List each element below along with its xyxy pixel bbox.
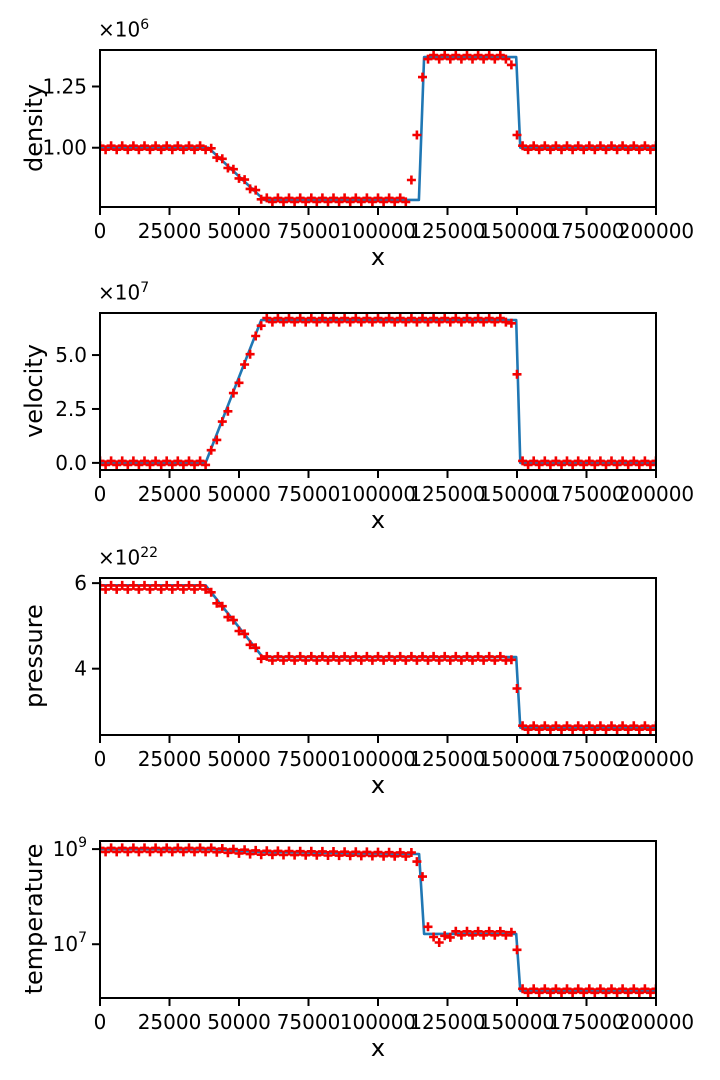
axes-frame	[99, 577, 657, 736]
x-tick-label: 75000	[277, 482, 341, 506]
x-tick-label: 150000	[479, 482, 555, 506]
x-tick-label: 200000	[618, 482, 694, 506]
x-tick-label: 0	[94, 219, 107, 243]
x-tick-label: 150000	[479, 747, 555, 771]
subplot-pressure: 0 25000 50000 75000 100000125000150000175000…	[74, 571, 694, 771]
x-axis-label-2: x	[370, 506, 386, 534]
x-tick-label: 125000	[409, 747, 485, 771]
y-tick-label: 6	[74, 571, 87, 595]
x-tick-label: 100000	[340, 482, 416, 506]
y-tick-label: 5.0	[55, 343, 87, 367]
y-tick-label: 2.5	[55, 397, 87, 421]
x-tick-label: 200000	[618, 219, 694, 243]
x-tick-label: 50000	[207, 1010, 271, 1034]
x-tick-label: 0	[94, 482, 107, 506]
y-axis-label-pressure: pressure	[20, 604, 48, 708]
y-tick-label: 107	[53, 930, 87, 956]
x-axis-label-1: x	[370, 243, 386, 271]
x-tick-label: 125000	[409, 1010, 485, 1034]
x-tick-label: 200000	[618, 1010, 694, 1034]
x-tick-label: 25000	[138, 747, 202, 771]
x-tick-label: 100000	[340, 1010, 416, 1034]
simulation-markers	[100, 843, 656, 998]
x-tick-label: 175000	[548, 747, 624, 771]
exact-solution-line	[100, 55, 656, 202]
y-tick-label: 109	[53, 835, 87, 861]
x-tick-label: 75000	[277, 219, 341, 243]
axis-scale-offset-pressure: ×1022	[98, 545, 158, 570]
simulation-markers	[100, 580, 656, 735]
x-tick-label: 125000	[409, 219, 485, 243]
x-tick-label: 175000	[548, 482, 624, 506]
simulation-markers	[100, 50, 656, 207]
subplot-velocity: 0 25000 50000 75000 100000125000150000175000…	[55, 312, 694, 506]
x-tick-label: 75000	[277, 747, 341, 771]
offset-base: ×10	[98, 545, 141, 570]
offset-base: ×10	[98, 17, 141, 42]
x-tick-label: 175000	[548, 219, 624, 243]
x-tick-label: 100000	[340, 219, 416, 243]
y-tick-label: 1.25	[42, 74, 87, 98]
x-tick-label: 125000	[409, 482, 485, 506]
offset-exponent: 22	[140, 545, 159, 561]
x-tick-label: 50000	[207, 747, 271, 771]
axis-scale-offset-velocity: ×107	[98, 280, 149, 305]
x-axis-label-4: x	[370, 1034, 386, 1062]
offset-exponent: 6	[140, 17, 150, 33]
axes-frame	[99, 49, 657, 208]
exact-solution-line	[100, 318, 656, 465]
x-tick-label: 25000	[138, 482, 202, 506]
subplot-density: 0 25000 50000 75000 100000125000150000175000…	[42, 49, 694, 243]
y-tick-label: 1.00	[42, 136, 87, 160]
y-axis-label-velocity: velocity	[20, 344, 48, 438]
x-tick-label: 75000	[277, 1010, 341, 1034]
y-axis-label-temperature: temperature	[20, 843, 48, 995]
axes-frame	[99, 312, 657, 471]
y-tick-label: 0.0	[55, 451, 87, 475]
y-tick-label: 4	[74, 657, 87, 681]
offset-base: ×10	[98, 280, 141, 305]
x-tick-label: 200000	[618, 747, 694, 771]
x-tick-label: 150000	[479, 1010, 555, 1034]
y-axis-label-density: density	[20, 84, 48, 172]
x-tick-label: 25000	[138, 219, 202, 243]
x-tick-label: 175000	[548, 1010, 624, 1034]
x-tick-label: 50000	[207, 219, 271, 243]
subplot-temperature: 0 25000 50000 75000 100000125000150000175000…	[53, 835, 695, 1034]
x-tick-label: 150000	[479, 219, 555, 243]
axes-frame	[99, 840, 657, 999]
x-axis-label-3: x	[370, 771, 386, 799]
x-tick-label: 50000	[207, 482, 271, 506]
axis-scale-offset-density: ×106	[98, 17, 149, 42]
x-tick-label: 0	[94, 1010, 107, 1034]
x-tick-label: 100000	[340, 747, 416, 771]
x-tick-label: 0	[94, 747, 107, 771]
x-tick-label: 25000	[138, 1010, 202, 1034]
offset-exponent: 7	[140, 280, 150, 296]
simulation-markers	[100, 313, 656, 470]
exact-solution-line	[100, 847, 656, 993]
